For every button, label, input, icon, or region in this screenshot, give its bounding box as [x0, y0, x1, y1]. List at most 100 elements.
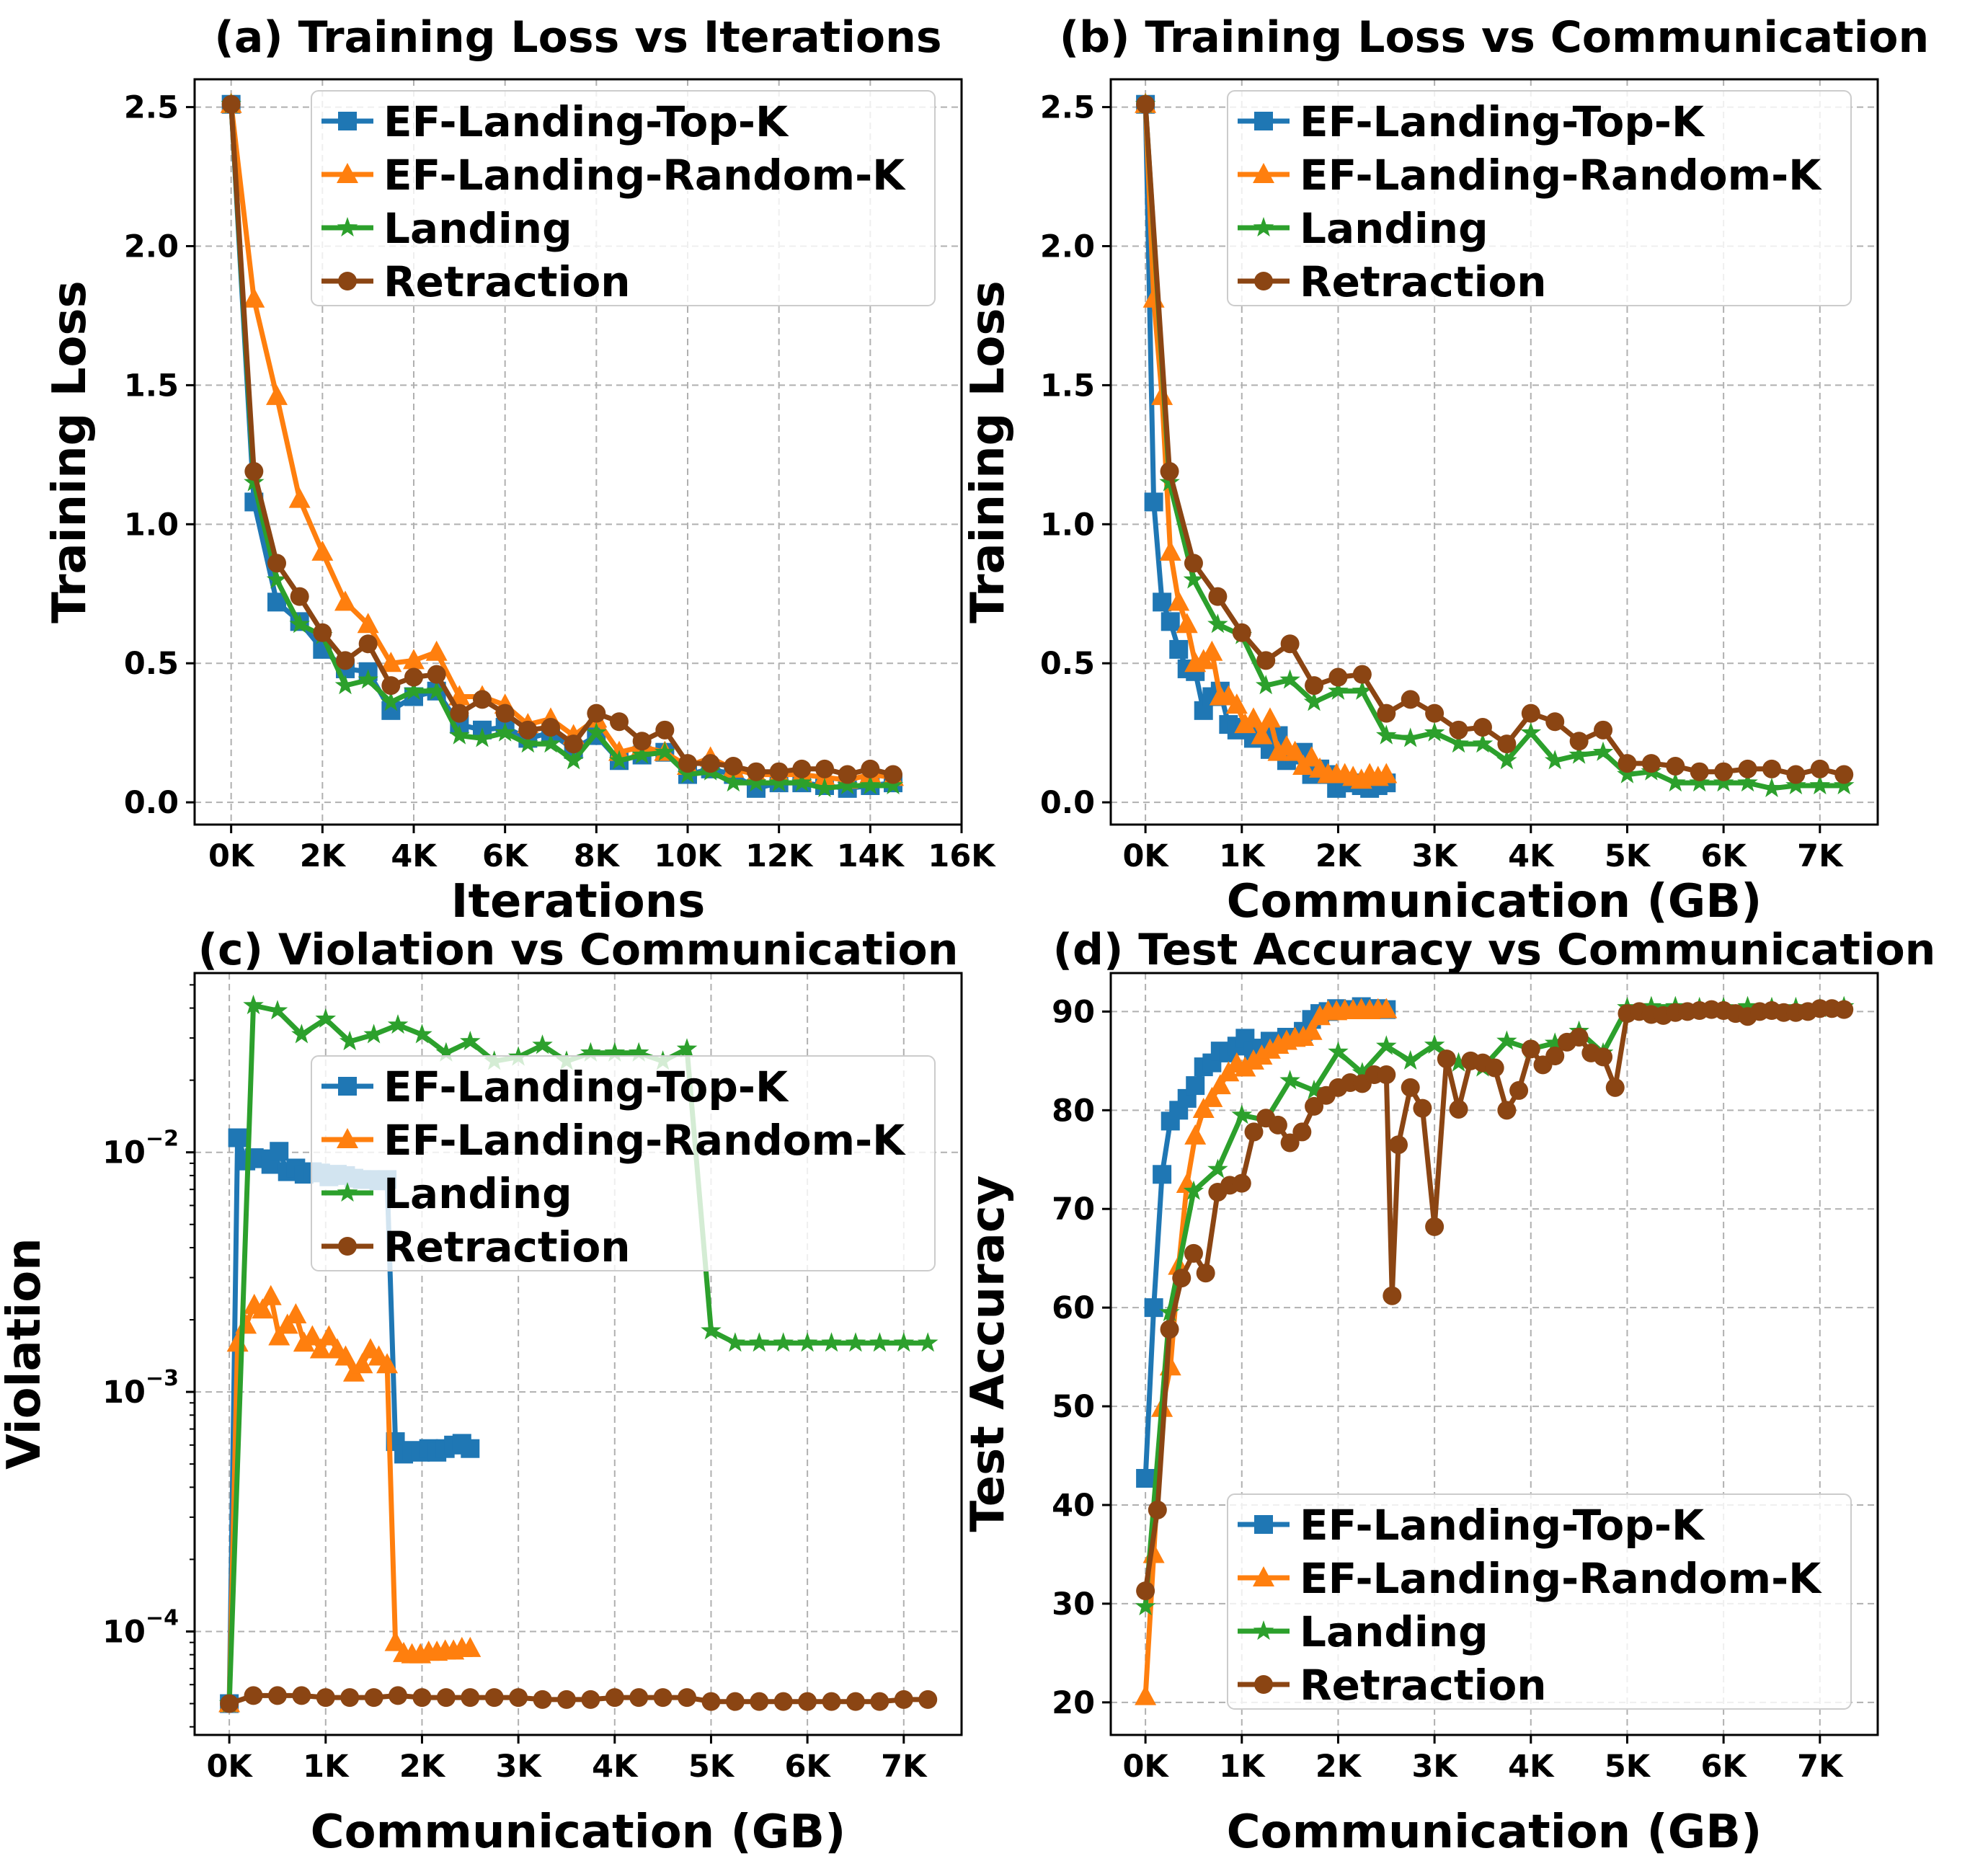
data-point-ef-landing-random-k	[252, 1298, 274, 1319]
data-point-retraction	[221, 94, 241, 114]
data-point-retraction	[1545, 712, 1565, 732]
y-tick-label: 60	[1052, 1290, 1095, 1326]
axes-frame	[1109, 78, 1879, 826]
data-point-ef-landing-random-k	[1201, 1086, 1223, 1107]
data-point-landing	[1400, 727, 1421, 747]
data-point-landing	[381, 691, 401, 711]
data-point-landing	[426, 680, 447, 700]
data-point-landing	[586, 722, 607, 742]
data-point-ef-landing-random-k	[1300, 746, 1323, 767]
data-point-landing	[387, 1014, 409, 1034]
data-point-retraction	[1292, 1122, 1312, 1142]
data-point-retraction	[1401, 1078, 1420, 1097]
data-point-retraction	[1473, 717, 1492, 737]
data-point-ef-landing-top-k	[1186, 1076, 1205, 1096]
data-point-retraction	[381, 676, 401, 696]
data-point-landing	[1207, 613, 1228, 634]
legend-box	[1227, 90, 1852, 306]
data-point-landing	[869, 1332, 890, 1352]
x-tick-label: 14K	[837, 838, 905, 874]
panel-4: 0K 1K 2K 3K 4K 5K 6K 7K 20 30 40 50 60 70 80 90 (d) Test…	[962, 925, 1935, 1859]
data-point-ef-landing-random-k	[1184, 1124, 1207, 1145]
data-point-retraction	[1377, 1065, 1396, 1085]
data-point-ef-landing-random-k	[376, 1353, 399, 1374]
data-point-ef-landing-random-k	[311, 540, 334, 561]
x-tick-label: 7K	[881, 1749, 928, 1785]
data-point-landing	[1665, 772, 1686, 792]
data-point-ef-landing-random-k	[276, 1313, 298, 1334]
data-point-landing	[334, 675, 356, 695]
legend-label-ef-landing-random-k: EF-Landing-Random-K	[383, 151, 906, 200]
data-point-retraction	[884, 765, 902, 784]
data-point-retraction	[1738, 759, 1757, 778]
data-point-retraction	[556, 1690, 576, 1709]
data-point-ef-landing-random-k	[1259, 707, 1281, 728]
data-point-retraction	[1352, 665, 1372, 684]
x-tick-label: 7K	[1797, 1749, 1844, 1785]
data-point-retraction	[653, 1688, 673, 1708]
data-point-ef-landing-top-k	[1144, 1298, 1163, 1318]
data-point-landing	[403, 680, 425, 700]
data-point-retraction	[1569, 1027, 1589, 1047]
data-point-retraction	[1594, 1047, 1613, 1067]
data-point-ef-landing-top-k	[461, 1439, 480, 1458]
data-point-retraction	[1160, 462, 1179, 481]
data-point-landing	[1328, 680, 1349, 700]
legend-label-landing: Landing	[383, 204, 572, 253]
data-point-retraction	[340, 1688, 360, 1708]
data-point-retraction	[1425, 1217, 1445, 1236]
legend-label-landing: Landing	[1300, 204, 1488, 253]
chart-title: (b) Training Loss vs Communication	[1060, 12, 1930, 63]
data-point-landing	[845, 1332, 866, 1352]
chart-title: (c) Violation vs Communication	[198, 925, 959, 975]
data-point-landing	[773, 1332, 794, 1352]
data-point-retraction	[822, 1692, 841, 1711]
x-tick-label: 0K	[208, 838, 255, 874]
data-point-retraction	[533, 1690, 552, 1709]
data-point-retraction	[313, 623, 332, 642]
data-point-retraction	[509, 1688, 528, 1708]
x-tick-label: 2K	[399, 1749, 446, 1785]
data-point-retraction	[1184, 554, 1203, 573]
data-point-retraction	[1425, 703, 1445, 723]
data-point-landing	[893, 1332, 915, 1352]
data-point-ef-landing-random-k	[266, 384, 288, 405]
data-point-landing	[1400, 1049, 1421, 1070]
data-point-ef-landing-top-k	[1144, 492, 1163, 512]
x-axis-label: Communication (GB)	[1227, 1806, 1762, 1859]
data-point-retraction	[267, 1686, 287, 1705]
x-tick-label: 1K	[303, 1749, 350, 1785]
data-point-landing	[1159, 471, 1180, 492]
data-point-landing	[1135, 1596, 1156, 1616]
panel-2: 0K 1K 2K 3K 4K 5K 6K 7K 0.0 0.5 1.0 1.5 2.0 2.5 (b) Tr…	[962, 12, 1929, 928]
data-point-ef-landing-random-k	[243, 287, 265, 308]
legend-label-ef-landing-top-k: EF-Landing-Top-K	[383, 1062, 789, 1111]
data-point-landing	[1183, 1180, 1204, 1200]
data-point-ef-landing-random-k	[459, 1636, 482, 1657]
x-tick-label: 1K	[1219, 838, 1266, 874]
data-point-retraction	[1690, 762, 1709, 781]
y-axis-label: Training Loss	[43, 280, 97, 623]
axes-frame	[193, 972, 963, 1736]
data-point-landing	[358, 669, 378, 689]
data-point-retraction	[846, 1692, 865, 1711]
data-point-retraction	[587, 703, 606, 723]
data-point-landing	[471, 727, 493, 747]
x-tick-label: 0K	[1122, 838, 1169, 874]
data-point-retraction	[1605, 1078, 1625, 1097]
data-point-retraction	[541, 717, 560, 737]
data-point-ef-landing-random-k	[384, 1630, 407, 1651]
data-point-retraction	[1401, 690, 1420, 709]
data-point-landing	[435, 1042, 457, 1062]
x-tick-label: 1K	[1219, 1749, 1266, 1785]
data-point-landing	[814, 777, 835, 797]
data-point-retraction	[610, 712, 629, 732]
x-tick-label: 2K	[300, 838, 347, 874]
data-point-retraction	[724, 756, 743, 776]
data-point-landing	[882, 775, 904, 795]
x-tick-label: 4K	[1508, 838, 1555, 874]
legend-label-ef-landing-top-k: EF-Landing-Top-K	[1300, 1501, 1705, 1550]
data-point-landing	[540, 733, 562, 753]
data-point-landing	[1352, 680, 1373, 700]
